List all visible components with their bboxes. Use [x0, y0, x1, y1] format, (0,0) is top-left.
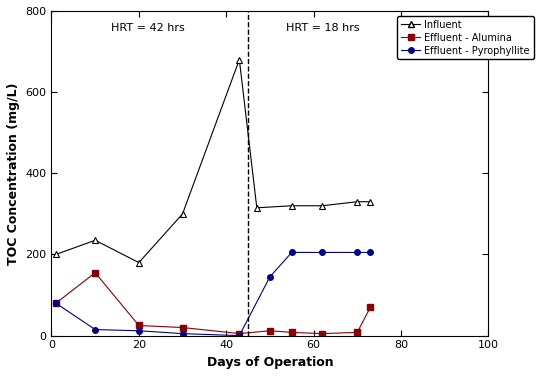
X-axis label: Days of Operation: Days of Operation	[207, 356, 333, 369]
Text: HRT = 42 hrs: HRT = 42 hrs	[111, 23, 184, 33]
Legend: Influent, Effluent - Alumina, Effluent - Pyrophyllite: Influent, Effluent - Alumina, Effluent -…	[397, 16, 534, 59]
Text: HRT = 18 hrs: HRT = 18 hrs	[286, 23, 359, 33]
Y-axis label: TOC Concentration (mg/L): TOC Concentration (mg/L)	[7, 82, 20, 265]
